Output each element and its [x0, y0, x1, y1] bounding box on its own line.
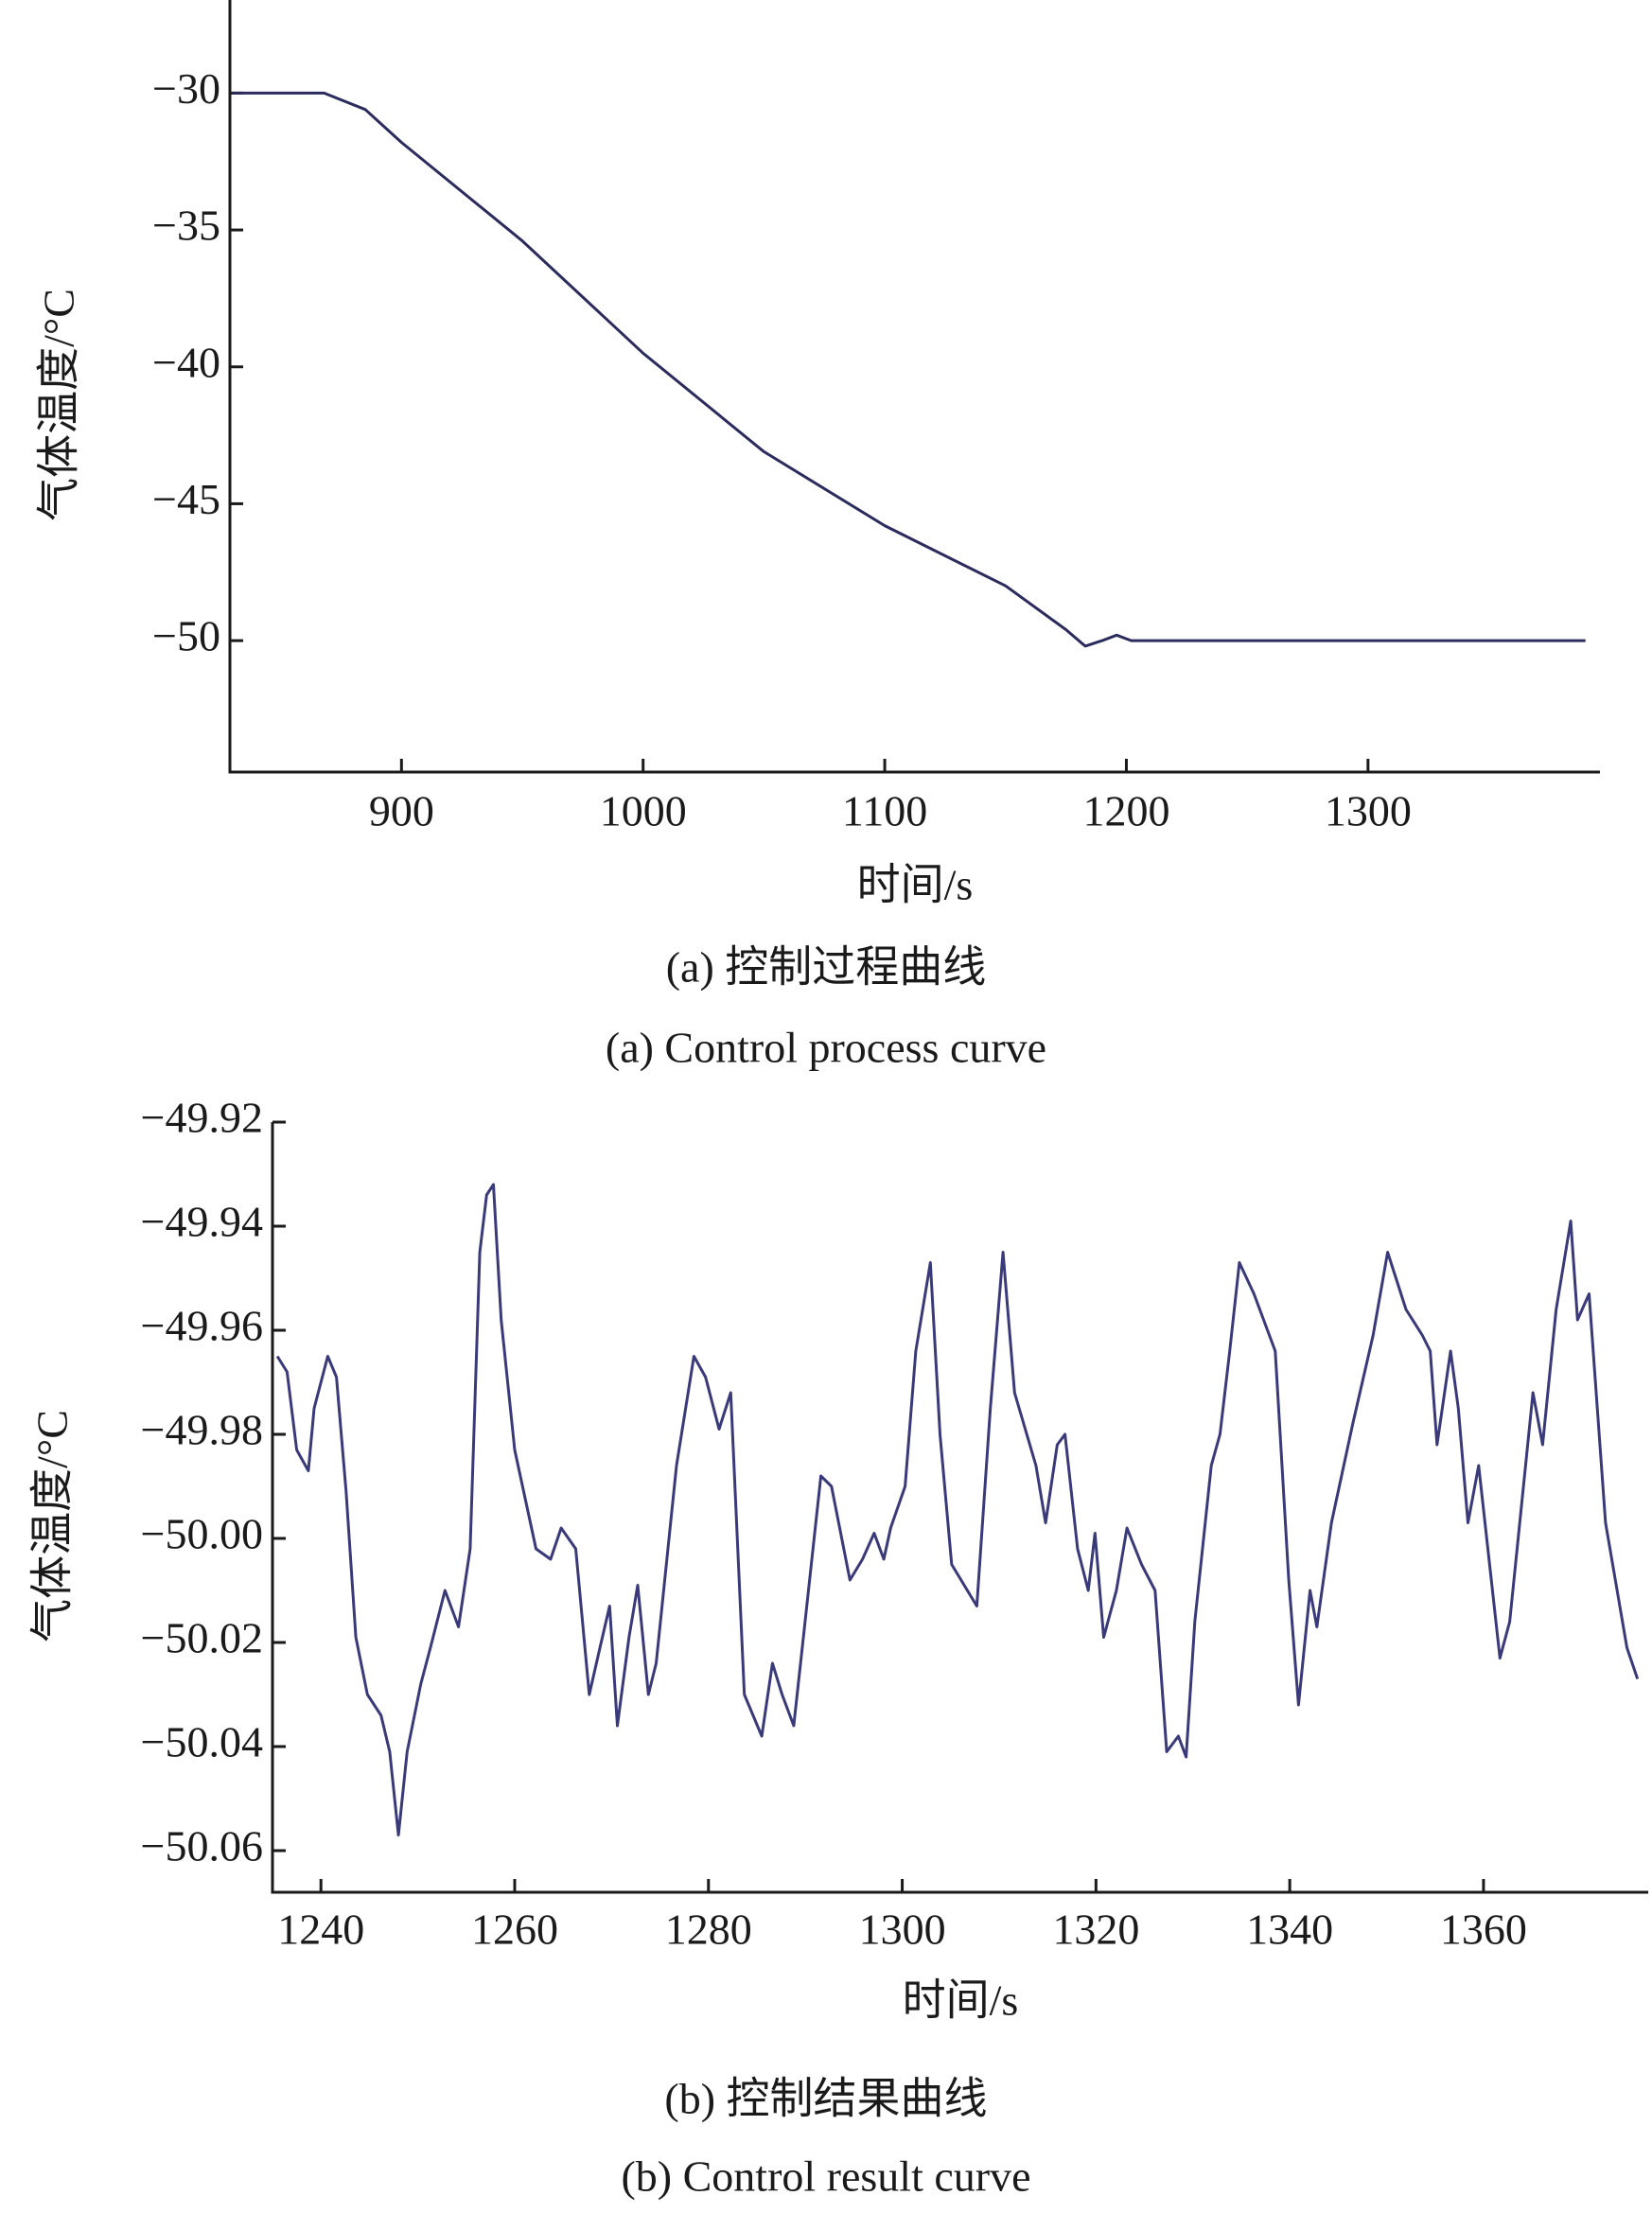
y-tick-label: −35: [152, 202, 220, 250]
x-tick-label: 1000: [600, 787, 687, 835]
x-tick-label: 1280: [665, 1906, 752, 1954]
y-tick-label: −40: [152, 338, 220, 386]
y-tick-label: −30: [152, 64, 220, 113]
y-tick-label: −45: [152, 475, 220, 523]
x-tick-label: 1260: [471, 1906, 558, 1954]
y-tick-label: −50.04: [141, 1718, 263, 1766]
data-line: [275, 1183, 1640, 1836]
x-tick-label: 1300: [1325, 787, 1412, 835]
x-tick-label: 1360: [1440, 1906, 1527, 1954]
y-tick-label: −50.02: [141, 1614, 263, 1662]
y-tick-label: −49.98: [141, 1406, 263, 1454]
caption-en: (a) Control process curve: [606, 1024, 1046, 1072]
axes: [228, 0, 1600, 774]
x-tick-label: 1300: [859, 1906, 946, 1954]
data-line: [232, 91, 1586, 648]
x-tick-label: 900: [369, 787, 434, 835]
caption: (b) 控制结果曲线: [664, 2075, 987, 2123]
y-tick-label: −50: [152, 612, 220, 660]
axes: [271, 1122, 1648, 1894]
x-tick-label: 1320: [1052, 1906, 1139, 1954]
y-tick-label: −50.00: [141, 1510, 263, 1558]
x-tick-label: 1340: [1246, 1906, 1333, 1954]
y-axis-label: 气体温度/°C: [35, 289, 83, 521]
caption: (a) 控制过程曲线: [666, 943, 987, 992]
x-tick-label: 1100: [842, 787, 927, 835]
caption-en: (b) Control result curve: [621, 2152, 1030, 2201]
x-axis-label: 时间/s: [857, 861, 974, 909]
y-axis-label: 气体温度/°C: [28, 1410, 77, 1642]
x-tick-label: 1240: [277, 1906, 364, 1954]
y-tick-label: −49.94: [141, 1198, 263, 1246]
y-tick-label: −49.92: [141, 1094, 263, 1142]
x-tick-label: 1200: [1082, 787, 1169, 835]
y-tick-label: −49.96: [141, 1302, 263, 1350]
x-axis-label: 时间/s: [903, 1976, 1019, 2025]
y-tick-label: −50.06: [141, 1822, 263, 1871]
